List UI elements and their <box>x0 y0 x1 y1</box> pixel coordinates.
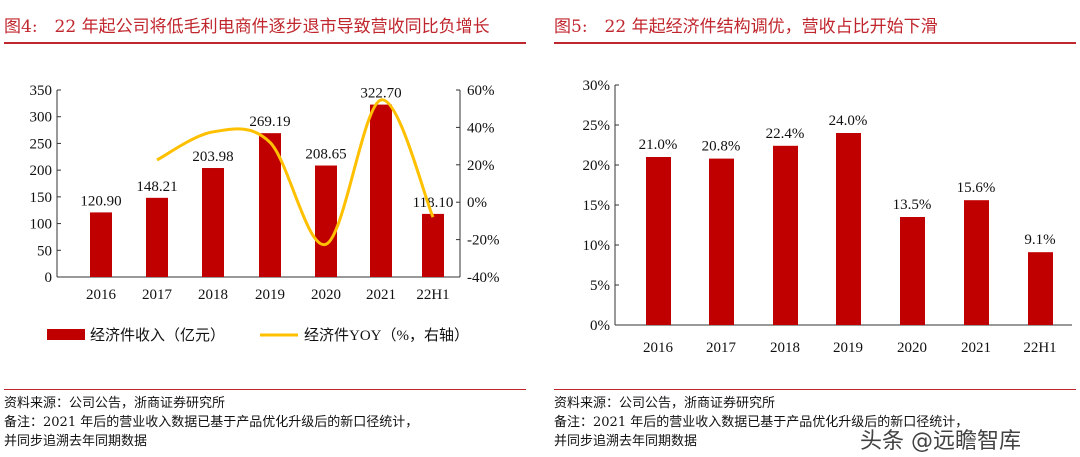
y-tick-label: 20% <box>583 158 611 174</box>
note: 备注：2021 年后的营业收入数据已基于产品优化升级后的新口径统计， <box>554 415 969 430</box>
y2-tick-label: 40% <box>467 120 495 136</box>
y-tick-label: 150 <box>30 190 53 206</box>
source: 资料来源：公司公告，浙商证券研究所 <box>4 396 226 411</box>
x-tick-label: 2021 <box>366 287 396 303</box>
y-tick-label: 350 <box>30 83 53 99</box>
y2-tick-label: 20% <box>467 158 495 174</box>
x-tick-label: 2019 <box>255 287 285 303</box>
yoy-line <box>156 98 435 246</box>
y-tick-label: 30% <box>583 78 611 94</box>
y-tick-label: 250 <box>30 136 53 152</box>
data-label: 9.1% <box>1024 232 1055 248</box>
data-label: 148.21 <box>136 179 177 195</box>
title-rule <box>554 42 1076 44</box>
x-tick-label: 22H1 <box>1023 340 1056 356</box>
y-tick-label: 5% <box>590 278 610 294</box>
chart4-title: 图4: 22 年起公司将低毛利电商件逐步退市导致营收同比负增长 <box>4 17 490 37</box>
bar <box>773 145 798 325</box>
x-tick-label: 2017 <box>142 287 173 303</box>
footer-rule <box>554 389 1076 390</box>
bar <box>900 217 925 325</box>
x-tick-label: 2016 <box>643 340 674 356</box>
y2-tick-label: 0% <box>467 195 487 211</box>
y-tick-label: 0% <box>590 318 610 334</box>
x-tick-label: 2020 <box>311 287 341 303</box>
data-label: 13.5% <box>893 197 932 213</box>
legend-label: 经济件收入（亿元） <box>90 327 225 344</box>
title-rule <box>4 42 526 44</box>
data-label: 22.4% <box>766 126 805 142</box>
bar <box>259 133 281 277</box>
bar <box>90 212 112 277</box>
x-tick-label: 2017 <box>706 340 737 356</box>
data-label: 15.6% <box>957 180 996 196</box>
chart4-footer: 资料来源：公司公告，浙商证券研究所 备注：2021 年后的营业收入数据已基于产品… <box>4 394 418 451</box>
bar <box>964 200 989 325</box>
note: 备注：2021 年后的营业收入数据已基于产品优化升级后的新口径统计， <box>4 415 419 430</box>
chart5-footer: 资料来源：公司公告，浙商证券研究所 备注：2021 年后的营业收入数据已基于产品… <box>554 394 968 451</box>
x-tick-label: 2021 <box>961 340 991 356</box>
y-tick-label: 15% <box>583 198 611 214</box>
data-label: 20.8% <box>702 139 741 155</box>
bar <box>646 157 671 325</box>
note: 并同步追溯去年同期数据 <box>4 434 148 449</box>
bar <box>1028 252 1053 325</box>
bar <box>709 158 734 325</box>
chart5-title: 图5: 22 年起经济件结构调优，营收占比开始下滑 <box>554 17 938 37</box>
y-tick-label: 100 <box>30 217 53 233</box>
x-tick-label: 2018 <box>770 340 800 356</box>
data-label: 21.0% <box>639 137 678 153</box>
y-tick-label: 50 <box>37 243 52 259</box>
footer-rule <box>4 389 526 390</box>
y-tick-label: 10% <box>583 238 611 254</box>
data-label: 322.70 <box>360 86 401 102</box>
bar <box>422 213 444 277</box>
data-label: 208.65 <box>305 147 346 163</box>
y-tick-label: 25% <box>583 118 611 134</box>
bar <box>315 165 337 277</box>
note: 并同步追溯去年同期数据 <box>554 434 698 449</box>
y2-tick-label: -40% <box>467 270 500 286</box>
bar <box>836 133 861 325</box>
y-tick-label: 300 <box>30 110 53 126</box>
data-label: 269.19 <box>249 114 290 130</box>
bar <box>370 104 392 277</box>
data-label: 24.0% <box>829 113 868 129</box>
x-tick-label: 22H1 <box>416 287 449 303</box>
legend-label: 经济件YOY（%，右轴） <box>304 327 469 344</box>
x-tick-label: 2019 <box>833 340 863 356</box>
legend-swatch-bar <box>47 329 85 340</box>
source: 资料来源：公司公告，浙商证券研究所 <box>554 396 776 411</box>
x-tick-label: 2016 <box>86 287 117 303</box>
bar <box>146 197 168 277</box>
x-tick-label: 2018 <box>198 287 228 303</box>
y-tick-label: 200 <box>30 163 53 179</box>
data-label: 120.90 <box>80 193 121 209</box>
y2-tick-label: -20% <box>467 233 500 249</box>
watermark: 头条 @远瞻智库 <box>860 429 1021 454</box>
x-tick-label: 2020 <box>897 340 927 356</box>
data-label: 118.10 <box>413 195 454 211</box>
data-label: 203.98 <box>192 149 233 165</box>
y-tick-label: 0 <box>45 270 53 286</box>
bar <box>202 168 224 277</box>
y2-tick-label: 60% <box>467 83 495 99</box>
